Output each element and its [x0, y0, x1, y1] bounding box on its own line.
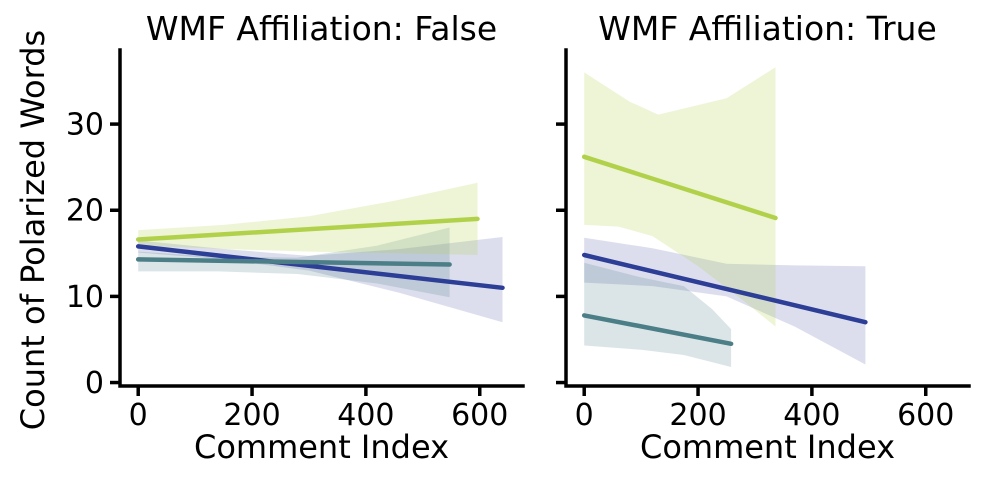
regression-line-group-green: [135, 216, 480, 242]
x-tick-label: 0: [129, 398, 148, 433]
x-tick-label: 400: [337, 398, 394, 433]
x-axis-label: Comment Index: [640, 428, 895, 466]
confidence-band-group-green: [138, 182, 478, 255]
axes-spines-facet-0: [118, 48, 525, 388]
x-tick-label: 400: [783, 398, 840, 433]
x-tick-label: 600: [897, 398, 954, 433]
axes-spines-facet-1: [564, 48, 971, 388]
regression-line-group-blue: [581, 252, 868, 325]
y-tick-label: 0: [85, 366, 104, 401]
regression-line-group-green: [581, 154, 778, 221]
facet-title: WMF Affiliation: False: [146, 9, 497, 48]
x-tick-label: 200: [223, 398, 280, 433]
y-tick-label: 20: [66, 194, 104, 229]
facet-title: WMF Affiliation: True: [598, 9, 937, 48]
x-tick-label: 0: [575, 398, 594, 433]
confidence-band-group-blue: [584, 237, 866, 365]
y-tick-label: 30: [66, 108, 104, 143]
x-axis-label: Comment Index: [194, 428, 449, 466]
y-axis-label: Count of Polarized Words: [14, 30, 52, 430]
regression-line-group-teal: [135, 257, 452, 267]
confidence-band-group-teal: [584, 262, 732, 367]
y-tick-label: 10: [66, 280, 104, 315]
regression-line-group-teal: [581, 313, 734, 347]
regression-line-group-blue: [135, 244, 505, 291]
confidence-band-group-green: [584, 67, 776, 327]
x-tick-label: 600: [451, 398, 508, 433]
x-tick-label: 200: [669, 398, 726, 433]
